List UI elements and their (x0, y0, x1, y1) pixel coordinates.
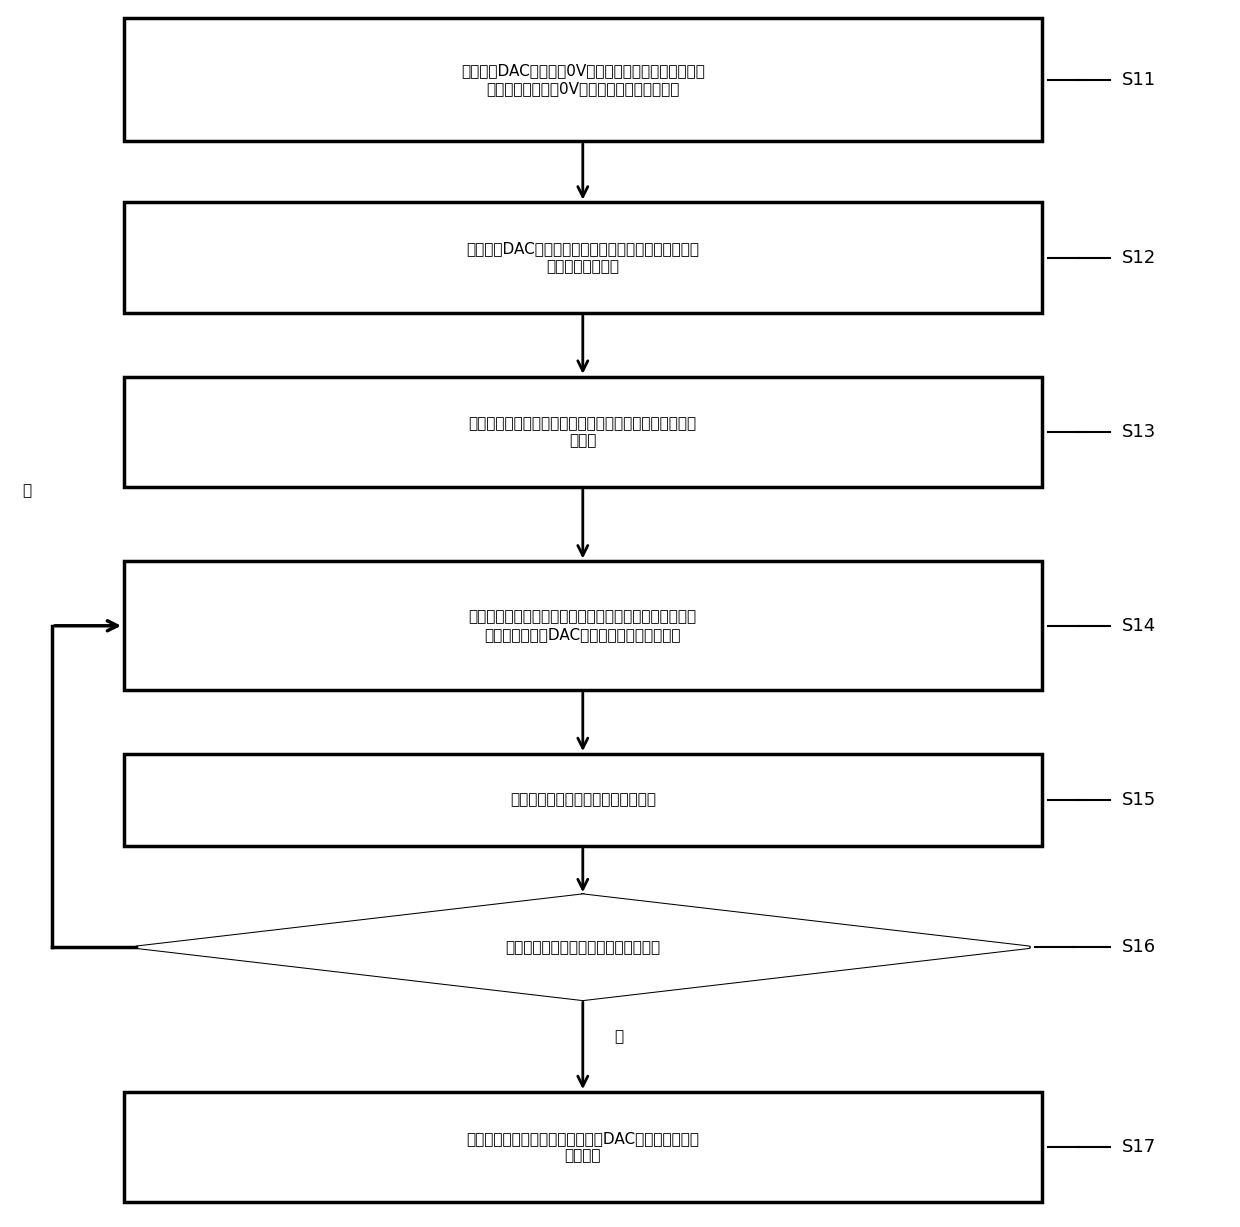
Text: 开启上变频信号开关，开启射频信号: 开启上变频信号开关，开启射频信号 (510, 793, 656, 807)
Text: 是: 是 (22, 483, 32, 498)
FancyBboxPatch shape (124, 377, 1042, 487)
Polygon shape (136, 896, 1029, 999)
FancyBboxPatch shape (124, 562, 1042, 690)
Text: S15: S15 (1122, 791, 1157, 809)
Text: 控制电源模块的输出电压后达到功率放大器的漏极所需的
电压值: 控制电源模块的输出电压后达到功率放大器的漏极所需的 电压值 (469, 416, 697, 448)
Text: S17: S17 (1122, 1139, 1157, 1156)
FancyBboxPatch shape (124, 753, 1042, 847)
FancyBboxPatch shape (124, 1092, 1042, 1202)
FancyBboxPatch shape (124, 202, 1042, 313)
FancyBboxPatch shape (124, 18, 1042, 141)
Text: 控制电述DAC模块的输出电压先达到功率放大器的栅极
所需的最大电压值: 控制电述DAC模块的输出电压先达到功率放大器的栅极 所需的最大电压值 (466, 242, 699, 274)
Text: S14: S14 (1122, 617, 1157, 634)
Text: 控制电压DAC模块输出0V电压至功率放大器的栅极，并
控制电源模块输出0V电压至功率放大管的漏极: 控制电压DAC模块输出0V电压至功率放大器的栅极，并 控制电源模块输出0V电压至… (461, 64, 704, 96)
Text: S12: S12 (1122, 249, 1157, 266)
Text: 是否需要改变功率放大器的栅极电压值: 是否需要改变功率放大器的栅极电压值 (505, 940, 661, 955)
Text: S11: S11 (1122, 71, 1157, 88)
Text: 否: 否 (614, 1029, 622, 1044)
Text: S13: S13 (1122, 423, 1157, 440)
Text: S16: S16 (1122, 939, 1157, 956)
Text: 确定功率放大器栅极的静流电压值（可以通过查表的方式
获取），并控制DAC模块输出所述静流电压值: 确定功率放大器栅极的静流电压值（可以通过查表的方式 获取），并控制DAC模块输出… (469, 610, 697, 642)
Text: 根据栅极电压的温度补偿控制电压DAC模块输出相应补
偿电压值: 根据栅极电压的温度补偿控制电压DAC模块输出相应补 偿电压值 (466, 1131, 699, 1163)
